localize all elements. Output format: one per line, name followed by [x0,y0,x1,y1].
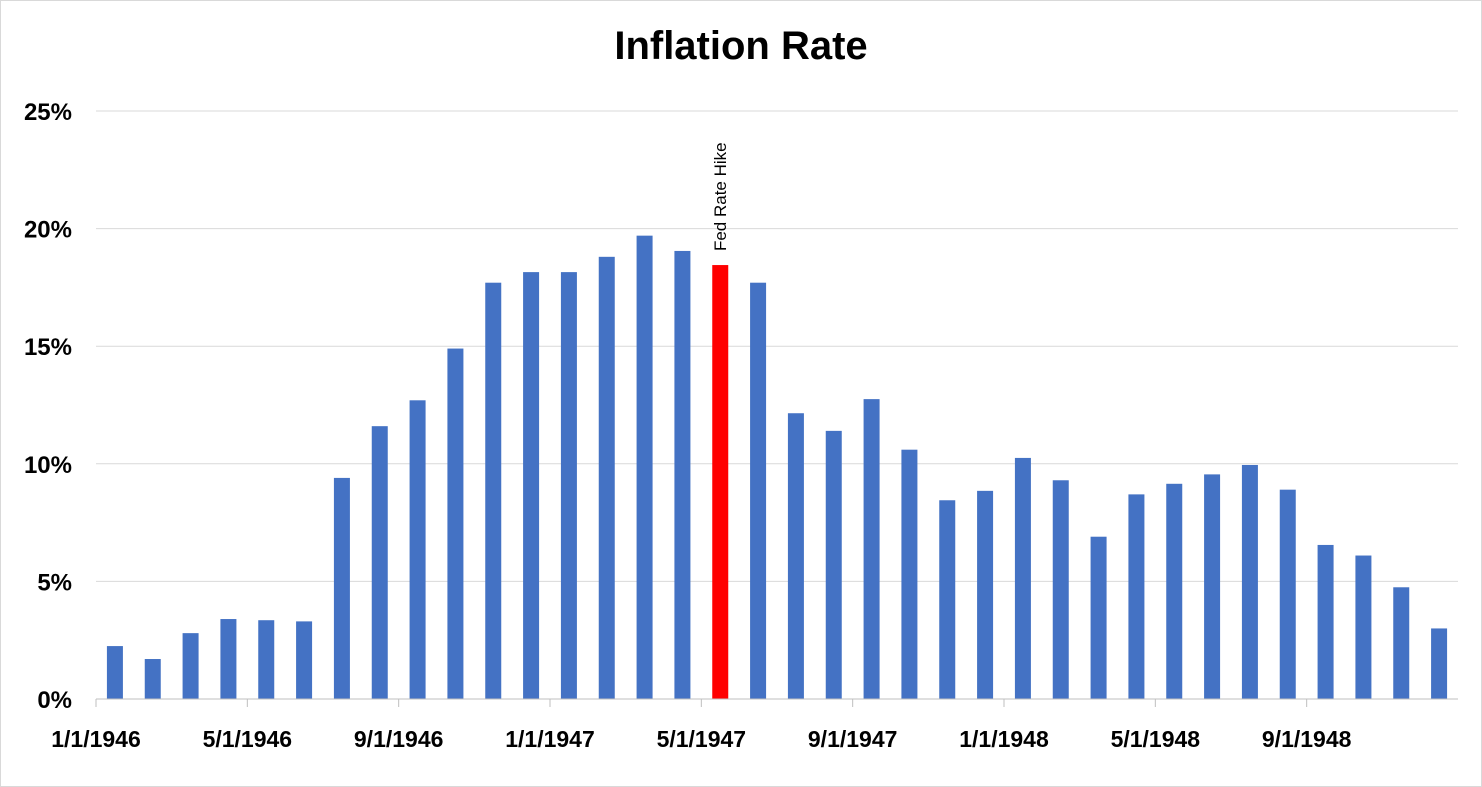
bar [1317,544,1334,699]
x-tick-label: 5/1/1946 [203,726,293,752]
bar [787,413,804,699]
bar [106,646,123,699]
bar [560,272,577,699]
chart-title: Inflation Rate [614,24,868,68]
x-tick-label: 5/1/1948 [1111,726,1201,752]
bar [901,449,918,699]
bar [182,633,199,699]
y-tick-label: 20% [24,217,72,244]
x-tick-label: 1/1/1947 [505,726,595,752]
bar [220,619,237,699]
bar [1166,483,1183,699]
bar [1204,474,1221,699]
bar [1128,494,1145,699]
x-tick-label: 9/1/1946 [354,726,444,752]
x-tick-label: 5/1/1947 [657,726,747,752]
bar [636,235,653,699]
bar [523,272,540,699]
x-tick-label: 9/1/1948 [1262,726,1352,752]
x-tick-label: 1/1/1948 [959,726,1049,752]
bar [258,620,275,699]
bar-highlight [712,265,729,699]
bar [825,430,842,699]
bar [939,500,956,699]
bar [447,348,464,699]
bar [333,477,350,699]
y-tick-label: 15% [24,334,72,361]
bar [409,400,426,699]
bar [296,621,313,699]
bar [485,282,502,699]
x-tick-label: 9/1/1947 [808,726,898,752]
bar [750,282,767,699]
bar [1355,555,1372,699]
bar [1279,489,1296,699]
annotation-label: Fed Rate Hike [711,142,730,251]
bar [674,250,691,699]
y-tick-label: 10% [24,452,72,479]
bar [598,256,615,699]
bar [371,426,388,699]
bar [977,490,994,699]
bar [1393,587,1410,699]
bar [144,659,161,699]
bar [1431,628,1448,699]
x-tick-label: 1/1/1946 [51,726,141,752]
bar [1052,480,1069,699]
bar [1241,464,1258,699]
bar [1090,536,1107,699]
bar [863,399,880,699]
y-tick-label: 5% [37,569,72,596]
y-tick-label: 25% [24,99,72,126]
bar [1014,457,1031,699]
y-tick-label: 0% [37,687,72,714]
